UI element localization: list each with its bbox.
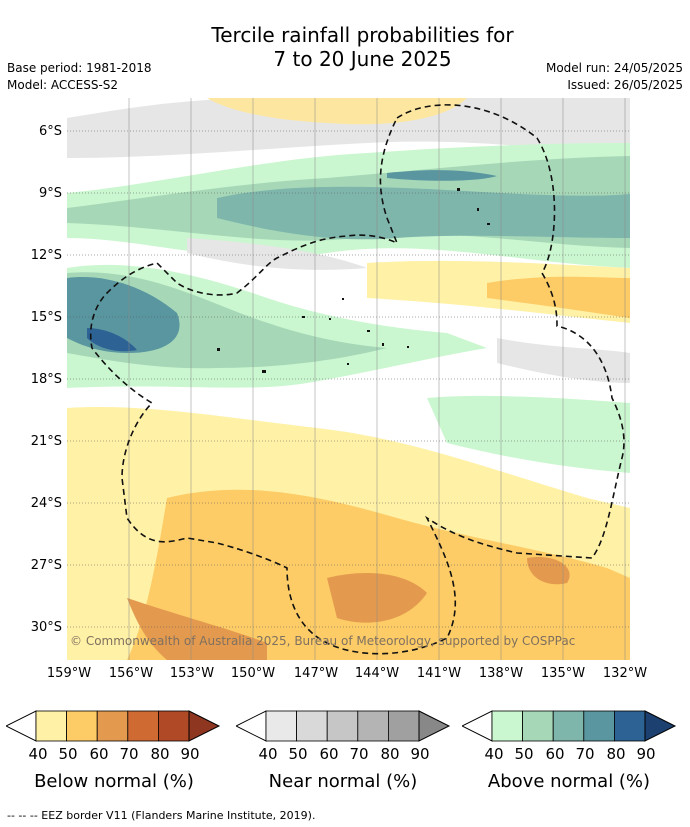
colorbar-tick: 70 (119, 745, 139, 763)
below-normal-colorbar (6, 710, 221, 742)
model-label: Model: ACCESS-S2 (7, 78, 119, 92)
copyright-notice: © Commonwealth of Australia 2025, Bureau… (70, 634, 576, 648)
colorbar-tick: 90 (410, 745, 430, 763)
lon-label: 141°W (416, 666, 462, 681)
colorbar-tick: 70 (575, 745, 595, 763)
base-period-label: Base period: 1981-2018 (7, 61, 152, 75)
lon-label: 144°W (354, 666, 400, 681)
colorbar-tick: 60 (319, 745, 339, 763)
probability-map (67, 98, 630, 660)
eez-footnote: -- -- -- EEZ border V11 (Flanders Marine… (7, 809, 316, 822)
colorbar-tick: 80 (150, 745, 170, 763)
lon-label: 147°W (293, 666, 339, 681)
colorbar-swatch (326, 710, 359, 742)
colorbar-swatch (66, 710, 98, 742)
lat-label: 24°S (30, 496, 62, 511)
colorbar-swatch (491, 710, 524, 742)
colorbar-swatch (296, 710, 328, 742)
colorbar-swatch (127, 710, 159, 742)
lat-label: 27°S (30, 558, 62, 573)
lon-label: 132°W (602, 666, 648, 681)
colorbar-tick: 90 (180, 745, 200, 763)
lon-label: 153°W (169, 666, 215, 681)
colorbar-swatch (35, 710, 68, 742)
lat-label: 30°S (30, 620, 62, 635)
lon-label: 156°W (108, 666, 154, 681)
colorbar-swatch (265, 710, 298, 742)
colorbar-swatch (583, 710, 615, 742)
issued-label: Issued: 26/05/2025 (567, 78, 683, 92)
colorbar-swatch (357, 710, 389, 742)
model-run-label: Model run: 24/05/2025 (545, 61, 683, 75)
colorbar-swatch (522, 710, 554, 742)
lat-label: 9°S (38, 186, 62, 201)
colorbar-swatch (96, 710, 129, 742)
colorbar-swatch (387, 710, 420, 742)
near-normal-title: Near normal (%) (268, 771, 418, 792)
colorbar-swatch (157, 710, 190, 742)
near-normal-colorbar (236, 710, 451, 742)
colorbar-swatch (613, 710, 646, 742)
above-normal-colorbar (462, 710, 677, 742)
colorbar-tick: 80 (606, 745, 626, 763)
below-normal-title: Below normal (%) (34, 771, 194, 792)
colorbar-tick: 50 (514, 745, 534, 763)
colorbar-tick: 40 (258, 745, 278, 763)
above-normal-title: Above normal (%) (487, 771, 651, 792)
map-title-line2: 7 to 20 June 2025 (273, 47, 452, 71)
colorbar-tick: 40 (484, 745, 504, 763)
lat-label: 15°S (30, 310, 62, 325)
map-title-line1: Tercile rainfall probabilities for (211, 23, 514, 47)
lat-label: 18°S (30, 372, 62, 387)
colorbar-tick: 70 (349, 745, 369, 763)
colorbar-tick: 60 (545, 745, 565, 763)
lon-label: 135°W (540, 666, 586, 681)
lon-label: 159°W (46, 666, 92, 681)
lat-label: 6°S (38, 124, 62, 139)
colorbar-tick: 60 (89, 745, 109, 763)
colorbar-tick: 50 (288, 745, 308, 763)
colorbar-tick: 40 (28, 745, 48, 763)
lat-label: 21°S (30, 434, 62, 449)
lon-label: 138°W (478, 666, 524, 681)
colorbar-tick: 50 (58, 745, 78, 763)
colorbar-swatch (552, 710, 585, 742)
lon-label: 150°W (230, 666, 276, 681)
lat-label: 12°S (30, 248, 62, 263)
colorbar-tick: 90 (636, 745, 656, 763)
colorbar-tick: 80 (380, 745, 400, 763)
